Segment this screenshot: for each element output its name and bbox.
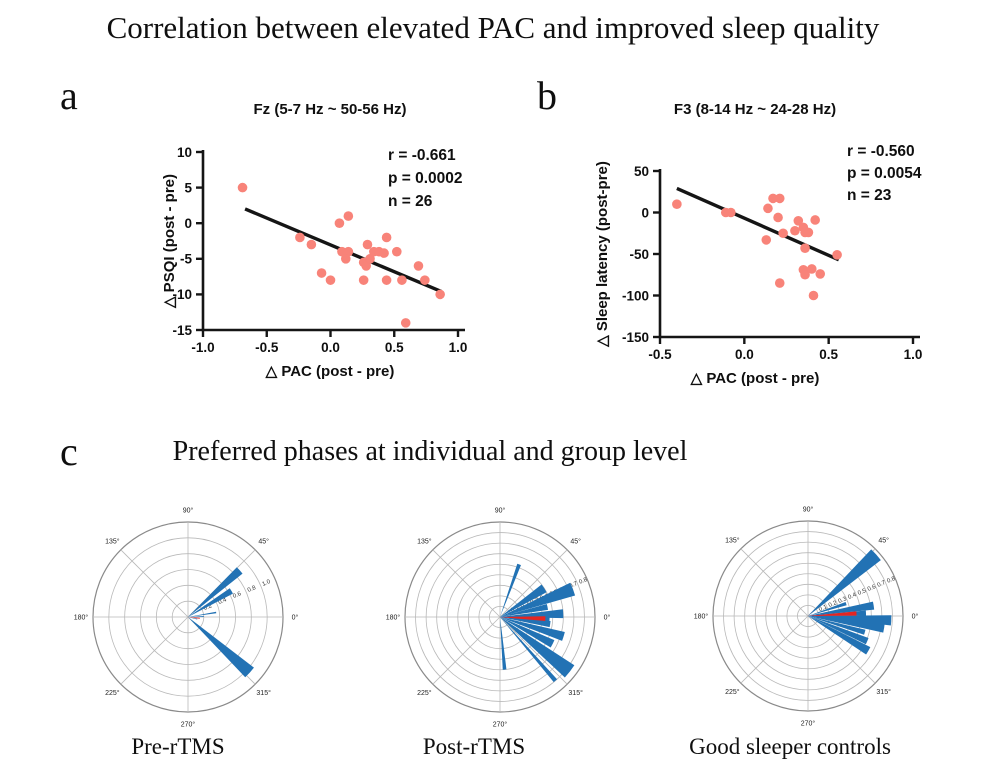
- phase-bars: [808, 549, 892, 655]
- svg-text:0.0: 0.0: [735, 347, 754, 362]
- svg-text:5: 5: [184, 180, 192, 195]
- caption-post-rtms: Post-rTMS: [422, 734, 526, 759]
- regression-line: [676, 186, 840, 262]
- svg-text:n = 23: n = 23: [847, 187, 892, 204]
- stats-block: r = -0.560 p = 0.0054 n = 23: [847, 143, 922, 204]
- chart-title: Fz (5-7 Hz ~ 50-56 Hz): [254, 101, 407, 118]
- figure-title: Correlation between elevated PAC and imp…: [106, 10, 880, 45]
- svg-text:180°: 180°: [74, 613, 89, 621]
- svg-text:180°: 180°: [694, 612, 709, 620]
- x-axis-label: △ PAC (post - pre): [265, 363, 395, 380]
- svg-text:0.7: 0.7: [877, 580, 888, 589]
- svg-text:0.5: 0.5: [385, 340, 404, 355]
- svg-text:90°: 90°: [803, 505, 814, 513]
- caption-good-sleepers: Good sleeper controls: [689, 734, 891, 759]
- svg-text:-150: -150: [622, 330, 649, 345]
- svg-text:0.0: 0.0: [321, 340, 340, 355]
- polar-plot-post-rtms: 0°45°90°135°180°225°270°315°0.10.20.30.4…: [386, 506, 611, 728]
- svg-text:180°: 180°: [386, 613, 401, 621]
- svg-text:0.8: 0.8: [578, 577, 589, 586]
- svg-text:45°: 45°: [258, 538, 269, 546]
- svg-text:1.0: 1.0: [904, 347, 923, 362]
- scatter-plot-f3: -0.5 0.0 0.5 1.0 50 0 -50 -100 -150 F3 (8-14 Hz ~…: [594, 101, 922, 387]
- x-axis-label: △ PAC (post - pre): [690, 370, 820, 387]
- svg-text:225°: 225°: [105, 689, 120, 697]
- polar-plot-good-sleepers: 0° 45° 90° 135° 180° 225° 270° 315° 0.1 0.2 0.3 0.4…: [694, 505, 919, 727]
- svg-text:1.0: 1.0: [449, 340, 468, 355]
- svg-text:-50: -50: [629, 247, 649, 262]
- phase-bars: [188, 567, 254, 678]
- svg-text:135°: 135°: [105, 538, 120, 546]
- svg-text:-1.0: -1.0: [191, 340, 214, 355]
- svg-text:0.1: 0.1: [818, 604, 829, 613]
- svg-text:0.8: 0.8: [247, 585, 258, 594]
- svg-text:-10: -10: [172, 287, 192, 302]
- svg-text:90°: 90°: [495, 506, 506, 514]
- panel-c-title: Preferred phases at individual and group…: [172, 436, 688, 467]
- svg-text:-100: -100: [622, 288, 649, 303]
- svg-text:-15: -15: [172, 323, 192, 338]
- svg-text:0.4: 0.4: [847, 592, 858, 601]
- svg-text:0.2: 0.2: [828, 600, 839, 609]
- svg-text:45°: 45°: [570, 538, 581, 546]
- axes: -0.5 0.0 0.5 1.0 50 0 -50 -100 -150: [622, 164, 922, 362]
- panel-a-label: a: [60, 73, 78, 118]
- svg-text:0.7: 0.7: [569, 581, 580, 590]
- svg-text:r = -0.560: r = -0.560: [847, 143, 915, 160]
- svg-text:0: 0: [184, 216, 192, 231]
- svg-text:225°: 225°: [725, 688, 740, 696]
- svg-text:r = -0.661: r = -0.661: [388, 147, 456, 164]
- polar-grid: 0°45°90°135°180°225°270°315°0.10.20.30.4…: [386, 506, 611, 728]
- svg-text:0: 0: [641, 205, 649, 220]
- svg-text:135°: 135°: [417, 538, 432, 546]
- phase-bars: [500, 563, 576, 683]
- panel-c-label: c: [60, 429, 78, 474]
- svg-text:50: 50: [634, 164, 649, 179]
- svg-text:0.5: 0.5: [857, 588, 868, 597]
- svg-text:0°: 0°: [292, 613, 299, 621]
- svg-text:p = 0.0054: p = 0.0054: [847, 165, 922, 182]
- svg-text:0.8: 0.8: [886, 576, 897, 585]
- svg-text:45°: 45°: [878, 537, 889, 545]
- stats-block: r = -0.661 p = 0.0002 n = 26: [388, 147, 463, 210]
- svg-text:90°: 90°: [183, 506, 194, 514]
- y-axis-label: △ Sleep latency (post-pre): [594, 161, 611, 348]
- svg-text:-0.5: -0.5: [255, 340, 279, 355]
- polar-grid: 0° 45° 90° 135° 180° 225° 270° 315° 0.2 0.40.6 0.8…: [74, 506, 299, 728]
- chart-title: F3 (8-14 Hz ~ 24-28 Hz): [674, 101, 836, 118]
- svg-text:270°: 270°: [801, 719, 816, 727]
- svg-text:1.0: 1.0: [261, 579, 272, 588]
- scatter-points: [672, 193, 842, 301]
- panel-b-label: b: [537, 73, 557, 118]
- svg-text:270°: 270°: [493, 720, 508, 728]
- axes: -1.0 -0.5 0.0 0.5 1.0 10 5 0 -5 -10 -15: [172, 145, 467, 355]
- svg-text:0°: 0°: [604, 613, 611, 621]
- scatter-plot-fz: -1.0 -0.5 0.0 0.5 1.0 10 5 0 -5 -10 -15 Fz (5-7 Hz …: [161, 101, 467, 380]
- svg-text:135°: 135°: [725, 537, 740, 545]
- svg-text:315°: 315°: [568, 689, 583, 697]
- caption-pre-rtms: Pre-rTMS: [131, 734, 225, 759]
- svg-text:p = 0.0002: p = 0.0002: [388, 170, 463, 187]
- polar-plot-pre-rtms: 0° 45° 90° 135° 180° 225° 270° 315° 0.2 0.40.6 0.8…: [74, 506, 299, 728]
- svg-text:315°: 315°: [256, 689, 271, 697]
- svg-text:0.6: 0.6: [867, 584, 878, 593]
- svg-text:-5: -5: [180, 252, 192, 267]
- scatter-points: [237, 182, 445, 328]
- svg-text:0.3: 0.3: [838, 596, 849, 605]
- svg-text:0.4: 0.4: [218, 597, 229, 606]
- svg-text:0.2: 0.2: [203, 603, 214, 612]
- svg-text:0.6: 0.6: [232, 591, 243, 600]
- svg-text:0.5: 0.5: [819, 347, 838, 362]
- svg-text:270°: 270°: [181, 720, 196, 728]
- svg-text:n = 26: n = 26: [388, 193, 433, 210]
- svg-text:-0.5: -0.5: [648, 347, 672, 362]
- svg-text:225°: 225°: [417, 689, 432, 697]
- y-axis-label: △ PSQI (post - pre): [161, 174, 178, 309]
- svg-text:0°: 0°: [912, 612, 919, 620]
- svg-text:10: 10: [177, 145, 192, 160]
- svg-text:315°: 315°: [876, 688, 891, 696]
